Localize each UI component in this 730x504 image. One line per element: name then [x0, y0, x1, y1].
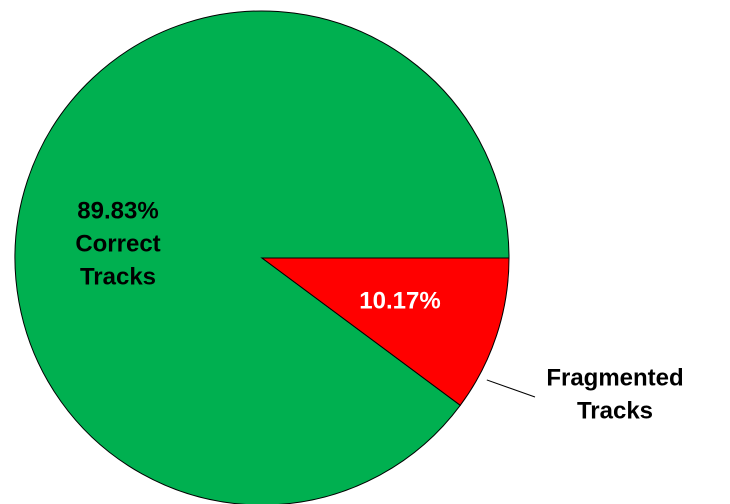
category-label: Correct Tracks: [75, 231, 160, 291]
value-label: 10.17%: [359, 287, 440, 314]
pie-slice: [260, 257, 510, 407]
value-label: 89.83%: [77, 197, 158, 224]
leader-line: [486, 379, 536, 398]
category-label: Fragmented Tracks: [546, 365, 683, 425]
